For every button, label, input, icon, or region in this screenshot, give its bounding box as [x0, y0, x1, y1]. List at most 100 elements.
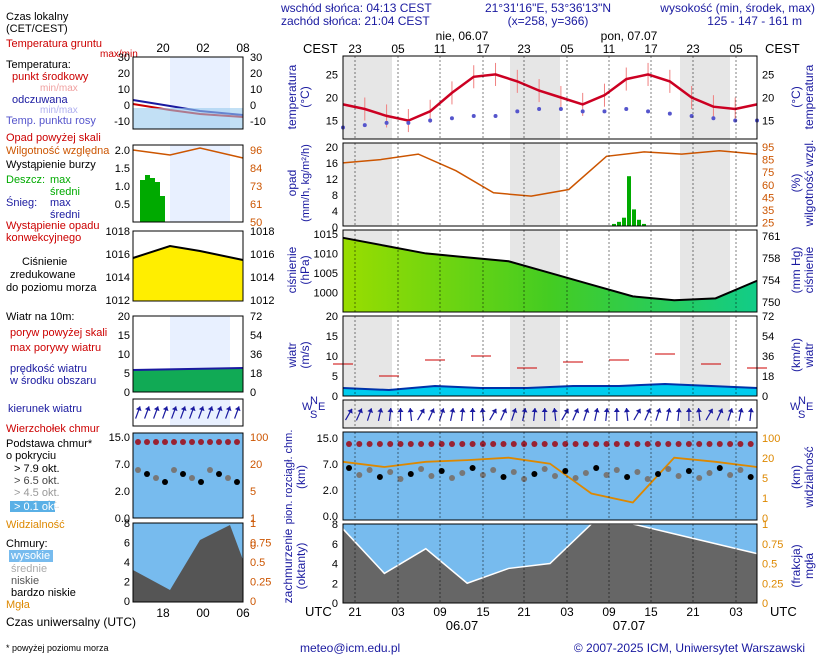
legend-tick-right-0-4: -10: [250, 116, 266, 128]
cloud-top-dot: [418, 441, 425, 447]
legend-tick-top-2: 08: [236, 41, 250, 55]
temp-line: [342, 73, 758, 122]
pressure-axis-unit: (hPa): [298, 255, 312, 284]
legend-tick-bottom-1: 00: [196, 606, 210, 620]
legend-wind-arrow-head: [162, 406, 169, 412]
legend-pressure-line: [132, 244, 244, 261]
dew-point-dot: [667, 111, 672, 116]
legend-snow-max: max: [50, 197, 71, 209]
dew-point-dot: [537, 107, 542, 112]
legend-temp-title: Temperatura:: [6, 59, 71, 71]
pressure-axis-title-right: ciśnienie: [802, 246, 816, 293]
dew-point-dot: [471, 113, 476, 118]
legend-precip-bar-3: [155, 182, 160, 222]
night-shade-dir-0: [343, 400, 392, 428]
wind-arrow: [583, 408, 590, 421]
wind-arrow: [572, 408, 580, 421]
cloud-base-dot: [706, 470, 713, 476]
wind-arrow: [655, 408, 662, 421]
legend-tick-left-1-2: 1.0: [115, 181, 130, 193]
legend-tick-right-2-3: 1012: [250, 295, 274, 307]
legend-rain: Deszcz:: [6, 174, 45, 186]
pressure-hg-axis-title: (mm Hg): [789, 247, 803, 294]
legend-tick-right-2-2: 1014: [250, 272, 274, 284]
legend-tick-right-3-1: 54: [250, 330, 262, 342]
panel-border-dir: [342, 399, 758, 429]
humidity-axis-title: wilgotność wzgl.: [802, 140, 816, 228]
precip-bar: [632, 209, 636, 226]
dew-point-dot: [602, 109, 607, 114]
wind-arrow-head: [696, 408, 702, 413]
wind-arrow: [541, 408, 548, 421]
wind-arrow-head: [563, 408, 569, 414]
wind-arrow-head: [449, 408, 456, 413]
cloud-base-dot: [418, 466, 425, 472]
night-shade-temp-2: [680, 56, 730, 139]
wind-arrow: [561, 408, 569, 421]
legend-cloud-base-dot: [216, 471, 222, 477]
legend-tick-left-0-4: -10: [114, 116, 130, 128]
legend-wind-direction: kierunek wiatru: [8, 403, 82, 415]
cloud-top-dot: [747, 441, 754, 447]
legend-panel-border-4: [132, 398, 244, 427]
wind-axis-unit: (m/s): [298, 341, 312, 368]
night-shade-wind-1: [510, 316, 560, 396]
wind-arrow-head: [521, 408, 528, 413]
legend-cloud-top-dot: [162, 439, 168, 445]
wind-arrow-head: [469, 408, 476, 412]
dew-point-dot: [362, 123, 367, 128]
legend-tick-right-5-0: 1: [250, 518, 256, 530]
legend-wind-arrow-head: [153, 406, 160, 412]
legend-panel-border-6: [132, 522, 244, 603]
legend-cloud-top-dot: [225, 439, 231, 445]
cloud-base-dot: [737, 467, 744, 473]
cloud-top-dot: [449, 441, 455, 447]
wind-arrow: [675, 407, 682, 422]
visibility-tick-1: 20: [762, 453, 774, 465]
hour-top-0: 23: [348, 42, 362, 56]
legend-wind-title: Wiatr na 10m:: [6, 311, 74, 323]
cloud-tick-0: 8: [332, 519, 338, 531]
cloud-base-dot: [593, 465, 600, 471]
dew-point-dot: [406, 120, 411, 125]
footer-email[interactable]: meteo@icm.edu.pl: [300, 641, 400, 655]
cloud-base-dot: [655, 471, 661, 477]
wind-arrow: [747, 407, 754, 422]
hour-bottom-4: 21: [517, 605, 531, 619]
legend-tick-left-3-0: 20: [118, 311, 130, 323]
cloud-base-dot: [685, 468, 692, 474]
legend-cloud-base2: o pokryciu: [6, 450, 56, 462]
legend-convective2: konwekcyjnego: [6, 232, 81, 244]
dew-point-dot: [580, 109, 585, 114]
compass-s-right: S: [798, 409, 805, 421]
cloud-base-dot: [603, 472, 610, 478]
cloud-top-dot: [459, 441, 466, 447]
legend-cloud-top-dot: [135, 439, 141, 445]
wind-kmh-tick-1: 54: [762, 331, 774, 343]
humidity-line: [342, 149, 758, 197]
cloud-base-dot: [407, 471, 414, 477]
legend-clouds-vlow: bardzo niskie: [11, 587, 76, 599]
humidity-tick-1: 85: [762, 155, 774, 167]
precip-bar: [622, 217, 626, 226]
legend-wind-arrow-head: [180, 406, 187, 412]
dew-point-dot: [515, 109, 520, 114]
legend-clouds-high: wysokie: [10, 550, 50, 562]
precip-tick-4: 4: [332, 206, 338, 218]
legend-tick-right-1-0: 96: [250, 145, 262, 157]
cloud-base-dot: [716, 465, 723, 471]
pressure-hg-tick-3: 750: [762, 297, 780, 309]
legend-wind-arrow-head: [171, 406, 178, 412]
legend-visibility: Widzialność: [6, 519, 65, 531]
wind-arrow: [489, 408, 497, 421]
wind-arrow-head: [707, 408, 714, 414]
wind-tick-0: 20: [326, 311, 338, 323]
legend-convective1: Wystąpienie opadu: [6, 220, 99, 232]
compass-e-left: E: [318, 401, 325, 413]
hour-bottom-5: 03: [560, 605, 574, 619]
wind-kmh-tick-4: 0: [762, 391, 768, 403]
legend-cloud-base-dot: [225, 475, 231, 481]
legend-tick-left-0-2: 10: [118, 84, 130, 96]
day2-label: pon, 07.07: [601, 29, 658, 43]
hour-bottom-1: 03: [391, 605, 405, 619]
